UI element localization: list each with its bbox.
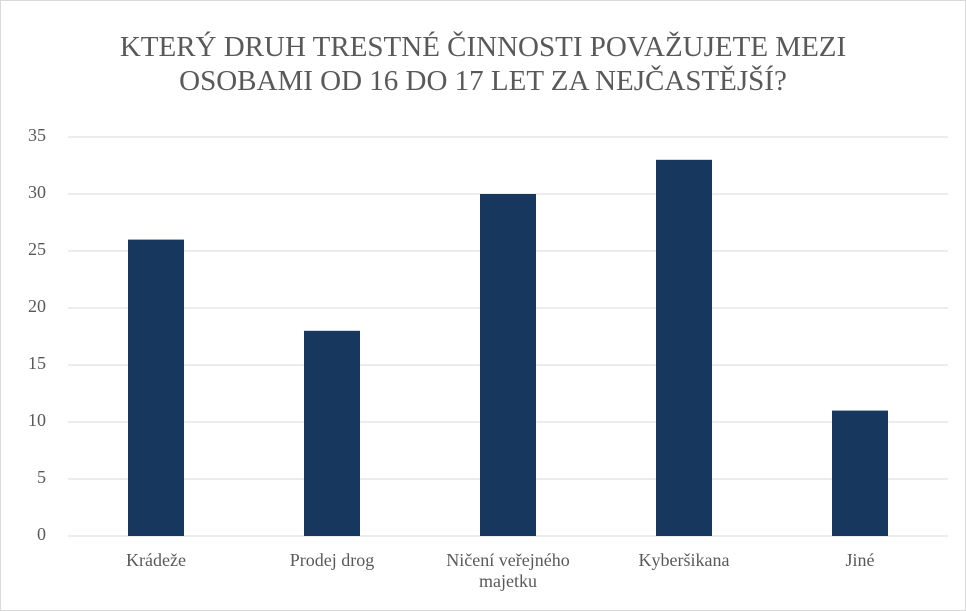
x-tick-label: Kyberšikana xyxy=(638,550,730,570)
bar xyxy=(656,159,712,537)
x-tick-label: Ničení veřejného majetku xyxy=(446,550,570,591)
x-label-box: Jiné xyxy=(845,550,875,570)
chart-title: KTERÝ DRUH TRESTNÉ ČINNOSTI POVAŽUJETE M… xyxy=(119,31,847,97)
x-label-box: Prodej drog xyxy=(289,550,375,570)
y-tick-label: 10 xyxy=(28,410,46,430)
y-tick-label: 35 xyxy=(28,125,46,145)
x-tick-label: Jiné xyxy=(845,550,875,570)
bar xyxy=(480,194,536,536)
y-tick-label: 0 xyxy=(37,524,46,544)
x-label-box: Kyberšikana xyxy=(638,550,730,570)
bar xyxy=(832,410,888,536)
x-label-box: Ničení veřejného majetku xyxy=(446,550,570,591)
x-tick-label: Prodej drog xyxy=(289,550,375,570)
bar xyxy=(128,239,184,536)
x-tick-label: Krádeže xyxy=(126,550,186,570)
y-tick-label: 30 xyxy=(28,182,46,202)
title-box: KTERÝ DRUH TRESTNÉ ČINNOSTI POVAŽUJETE M… xyxy=(119,31,847,97)
y-tick-label: 25 xyxy=(28,239,46,259)
y-tick-label: 20 xyxy=(28,296,46,316)
y-tick-label: 15 xyxy=(28,353,46,373)
x-label-box: Krádeže xyxy=(126,550,186,570)
bar xyxy=(304,330,360,536)
y-tick-label: 5 xyxy=(37,467,46,487)
